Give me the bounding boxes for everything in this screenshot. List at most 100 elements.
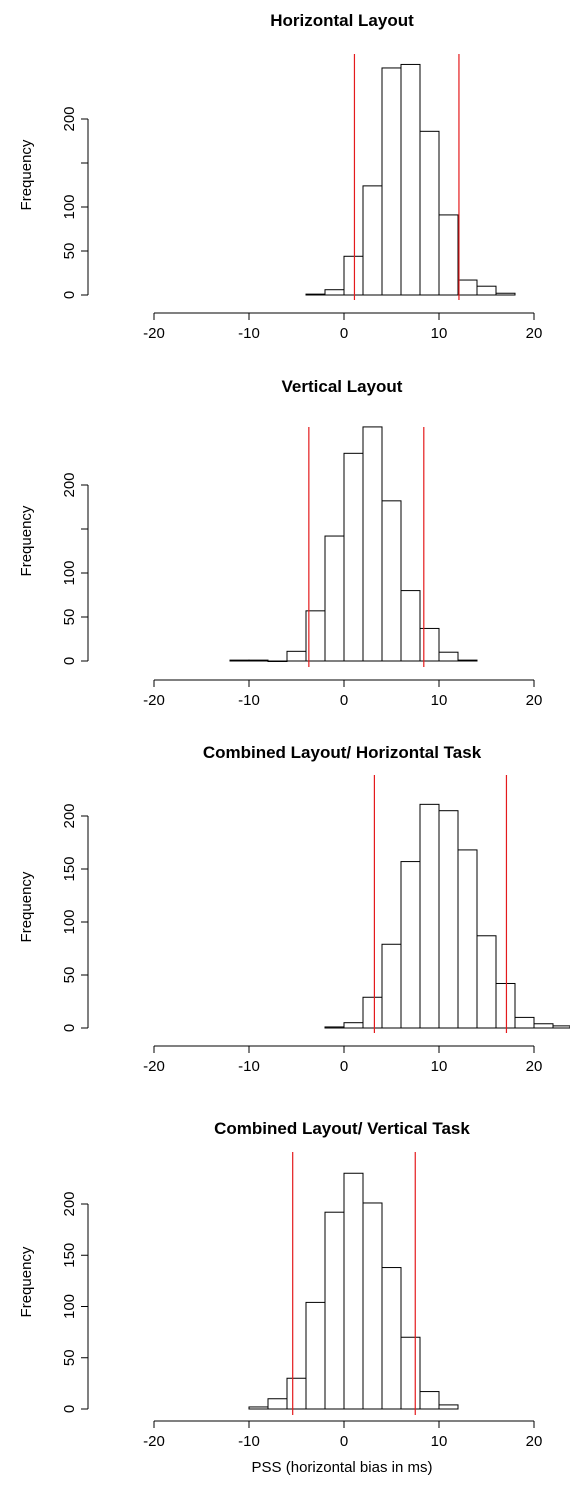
y-axis-label: Frequency (18, 139, 35, 210)
x-tick-label: -20 (143, 325, 165, 342)
histogram-bar (343, 255, 364, 296)
x-axis: -20 -10 0 10 20 (143, 1045, 542, 1075)
y-tick-label: 50 (61, 609, 78, 626)
x-tick-label: -20 (143, 1433, 165, 1450)
histogram-bar (400, 63, 421, 296)
y-tick-label: 50 (61, 967, 78, 984)
y-axis-label: Frequency (18, 1246, 35, 1317)
y-tick-label: 150 (61, 1243, 78, 1268)
x-tick-label: -20 (143, 1058, 165, 1075)
x-tick-label: -10 (238, 1058, 260, 1075)
histogram-bar (362, 996, 383, 1029)
y-tick-label: 200 (61, 106, 78, 131)
y-axis-label: Frequency (18, 871, 35, 942)
histogram-bar (419, 130, 440, 296)
y-tick-label: 200 (61, 803, 78, 828)
histogram-bar (438, 214, 459, 296)
x-tick-label: 10 (431, 1058, 448, 1075)
histogram-bar (229, 659, 250, 662)
histogram-bar (476, 285, 497, 296)
histogram-bar (400, 590, 421, 662)
y-tick-label: 0 (61, 291, 78, 299)
x-tick-label: 0 (340, 1058, 348, 1075)
histogram-bar (324, 1026, 345, 1029)
x-tick-label: 10 (431, 325, 448, 342)
x-axis: -20 -10 0 10 20 (143, 679, 542, 709)
histogram-bar (552, 1025, 570, 1029)
y-tick-label: 100 (61, 560, 78, 585)
y-tick-label: 100 (61, 909, 78, 934)
histogram-bar (324, 289, 345, 296)
histogram-bar (419, 1391, 440, 1410)
confidence-lines (353, 54, 460, 300)
histogram-bar (438, 1404, 459, 1410)
histogram-bar (419, 627, 440, 662)
x-axis-label: PSS (horizontal bias in ms) (252, 1459, 433, 1476)
histogram-bar (400, 861, 421, 1029)
histogram-bar (438, 651, 459, 662)
bars (324, 803, 570, 1029)
histogram-bar (267, 1398, 288, 1410)
y-tick-label: 200 (61, 1191, 78, 1216)
chart-title: Combined Layout/ Vertical Task (214, 1119, 470, 1138)
chart-title: Horizontal Layout (270, 11, 414, 30)
histogram-bar (495, 982, 516, 1029)
bars (305, 63, 516, 296)
y-tick-label: 50 (61, 243, 78, 260)
y-axis-label: Frequency (18, 505, 35, 576)
y-tick-label: 0 (61, 1024, 78, 1032)
y-tick-label: 100 (61, 1294, 78, 1319)
x-tick-label: -20 (143, 692, 165, 709)
histogram-bar (267, 660, 288, 662)
y-tick-label: 200 (61, 472, 78, 497)
confidence-lines (308, 427, 425, 667)
panel-combined-horizontal-task: Combined Layout/ Horizontal Task Frequen… (18, 743, 570, 1075)
histogram-bar (514, 1016, 535, 1029)
x-tick-label: 10 (431, 1433, 448, 1450)
histogram-bar (457, 659, 478, 662)
histogram-bar (381, 67, 402, 296)
x-tick-label: 20 (526, 1433, 543, 1450)
chart-title: Combined Layout/ Horizontal Task (203, 743, 482, 762)
histogram-bar (305, 1301, 326, 1410)
histogram-bar (381, 1267, 402, 1410)
panel-horizontal-layout: Horizontal Layout Frequency -20 -10 0 10 20 … (18, 11, 542, 342)
histogram-bar (286, 1377, 307, 1410)
histogram-bar (324, 1211, 345, 1410)
y-tick-label: 0 (61, 657, 78, 665)
histogram-bar (324, 535, 345, 662)
x-tick-label: 0 (340, 692, 348, 709)
histogram-bar (495, 292, 516, 296)
histogram-bar (533, 1023, 554, 1029)
confidence-lines (292, 1152, 416, 1415)
y-axis: 0 50 100 150 200 (61, 1191, 89, 1413)
y-tick-label: 50 (61, 1349, 78, 1366)
x-tick-label: 10 (431, 692, 448, 709)
histogram-bar (362, 426, 383, 662)
histogram-bar (438, 810, 459, 1029)
x-axis: -20 -10 0 10 20 (143, 312, 543, 342)
histogram-bar (343, 452, 364, 662)
histogram-bar (305, 293, 326, 296)
x-axis: -20 -10 0 10 20 (143, 1420, 543, 1450)
x-tick-label: 20 (526, 325, 543, 342)
chart-title: Vertical Layout (282, 377, 403, 396)
histogram-bar (362, 185, 383, 296)
histogram-bar (343, 1172, 364, 1410)
y-tick-label: 0 (61, 1405, 78, 1413)
y-axis: 0 50 100 150 200 (61, 803, 89, 1032)
y-tick-label: 150 (61, 856, 78, 881)
bars (229, 426, 478, 662)
histogram-bar (248, 1406, 269, 1410)
y-tick-label: 100 (61, 194, 78, 219)
y-axis: 0 50 100 200 (61, 472, 89, 665)
histogram-bar (419, 803, 440, 1029)
x-tick-label: -10 (238, 1433, 260, 1450)
x-tick-label: -10 (238, 692, 260, 709)
histogram-bar (457, 849, 478, 1029)
histogram-bar (476, 935, 497, 1029)
x-tick-label: 0 (340, 325, 348, 342)
histogram-bar (343, 1022, 364, 1029)
y-axis: 0 50 100 200 (61, 106, 89, 299)
histogram-bar (362, 1202, 383, 1410)
